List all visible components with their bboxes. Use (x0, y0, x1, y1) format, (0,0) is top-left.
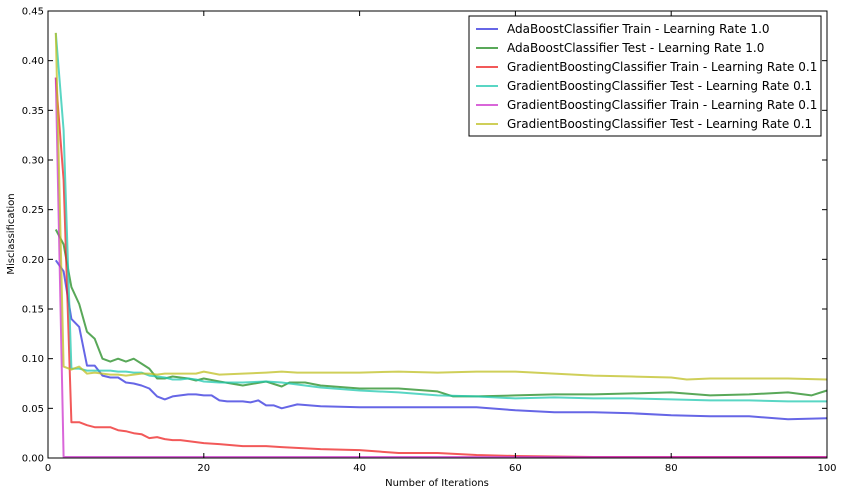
y-tick-label: 0.30 (22, 156, 44, 167)
axis-tick-labels: 0 20 40 60 80 100 0.00 0.05 0.10 0.15 0.20 0.25 0.30… (22, 7, 837, 475)
y-tick-label: 0.45 (22, 7, 44, 18)
x-tick-label: 0 (45, 463, 51, 474)
series-line-1 (54, 259, 828, 421)
y-tick-label: 0.25 (22, 205, 44, 216)
x-tick-label: 20 (197, 463, 210, 474)
legend-label-4: GradientBoostingClassifier Test - Learni… (507, 79, 812, 93)
x-axis-label: Number of Iterations (385, 478, 489, 489)
y-tick-label: 0.20 (22, 255, 44, 266)
x-tick-label: 80 (665, 463, 678, 474)
series-line-6 (54, 32, 828, 381)
x-tick-label: 60 (509, 463, 522, 474)
y-tick-label: 0.40 (22, 56, 44, 67)
legend-label-3: GradientBoostingClassifier Train - Learn… (507, 60, 817, 74)
y-axis-label: Misclassification (6, 193, 17, 274)
series-line-3 (54, 77, 827, 458)
axis-ticks (47, 10, 828, 459)
series-line-4 (54, 32, 827, 403)
y-tick-label: 0.35 (22, 106, 44, 117)
legend-label-1: AdaBoostClassifier Train - Learning Rate… (507, 22, 770, 36)
legend-box (468, 15, 822, 137)
x-tick-label: 40 (353, 463, 366, 474)
legend: AdaBoostClassifier Train - Learning Rate… (468, 15, 822, 137)
legend-label-5: GradientBoostingClassifier Train - Learn… (507, 98, 817, 112)
x-tick-label: 100 (817, 463, 836, 474)
y-tick-label: 0.10 (22, 354, 44, 365)
legend-label-6: GradientBoostingClassifier Test - Learni… (507, 117, 812, 131)
plot-lines (54, 32, 828, 458)
y-tick-label: 0.15 (22, 305, 44, 316)
y-tick-label: 0.05 (22, 404, 44, 415)
series-line-5 (54, 77, 827, 458)
plot-frame (47, 10, 828, 459)
y-tick-label: 0.00 (22, 454, 44, 465)
legend-label-2: AdaBoostClassifier Test - Learning Rate … (507, 41, 764, 55)
